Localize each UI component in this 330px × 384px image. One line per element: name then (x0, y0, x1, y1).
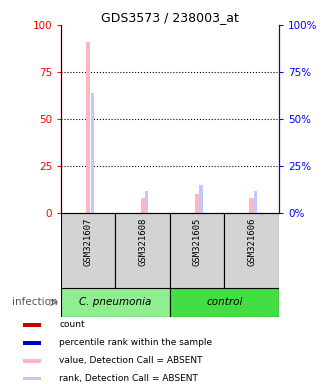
Text: GSM321606: GSM321606 (247, 218, 256, 266)
Bar (199, 185, 203, 213)
Bar (141, 198, 145, 213)
Text: C. pneumonia: C. pneumonia (79, 297, 152, 308)
Text: GSM321605: GSM321605 (193, 218, 202, 266)
Bar (23, 359, 41, 362)
Bar (61, 213, 116, 288)
Text: control: control (206, 297, 243, 308)
Text: GSM321608: GSM321608 (138, 218, 147, 266)
Bar (61, 288, 170, 317)
Text: rank, Detection Call = ABSENT: rank, Detection Call = ABSENT (59, 374, 198, 383)
Bar (249, 198, 254, 213)
Text: GSM321607: GSM321607 (84, 218, 93, 266)
Text: value, Detection Call = ABSENT: value, Detection Call = ABSENT (59, 356, 203, 365)
Title: GDS3573 / 238003_at: GDS3573 / 238003_at (101, 11, 239, 24)
Bar (170, 288, 279, 317)
Text: percentile rank within the sample: percentile rank within the sample (59, 338, 213, 347)
Bar (254, 190, 257, 213)
Bar (115, 213, 170, 288)
Text: infection: infection (12, 297, 58, 308)
Bar (23, 323, 41, 327)
Bar (90, 93, 94, 213)
Bar (195, 194, 199, 213)
Bar (145, 190, 148, 213)
Bar (170, 213, 224, 288)
Bar (224, 213, 279, 288)
Text: count: count (59, 320, 85, 329)
Bar (23, 341, 41, 344)
Bar (86, 42, 90, 213)
Bar (23, 377, 41, 381)
